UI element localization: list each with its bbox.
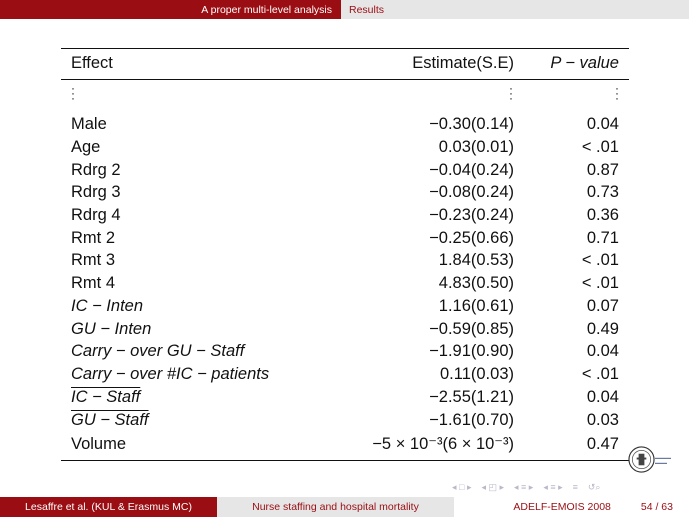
row-pvalue: 0.04 xyxy=(586,115,619,133)
table-ellipsis-row: · · · · · · · · · xyxy=(61,81,629,108)
table-row: Volume −5 × 10⁻³(6 × 10⁻³) 0.47 xyxy=(61,433,629,455)
table-bottom-rule xyxy=(61,460,629,462)
row-pvalue: 0.03 xyxy=(586,411,619,429)
row-effect: Rmt 3 xyxy=(71,251,116,269)
row-effect: IC − Inten xyxy=(71,297,144,315)
table-header-row: Effect Estimate(S.E) P − value xyxy=(61,52,629,74)
row-pvalue: 0.87 xyxy=(586,161,619,179)
row-effect: Rdrg 2 xyxy=(71,161,121,179)
row-pvalue: < .01 xyxy=(581,138,619,156)
nav-prev-section-icon[interactable]: ◂ ≡ ▸ xyxy=(514,481,534,492)
row-effect: Male xyxy=(71,115,107,133)
footer-bar: Lesaffre et al. (KUL & Erasmus MC) Nurse… xyxy=(0,497,689,517)
university-seal-logo xyxy=(628,446,655,473)
row-effect: Rmt 2 xyxy=(71,229,116,247)
header-effect: Effect xyxy=(71,54,113,72)
table-row: Rdrg 3 −0.08(0.24) 0.73 xyxy=(61,181,629,203)
table-row: Rmt 2 −0.25(0.66) 0.71 xyxy=(61,227,629,249)
row-pvalue: 0.47 xyxy=(586,435,619,453)
row-estimate: −0.30(0.14) xyxy=(429,115,514,133)
table-header-rule xyxy=(61,79,629,80)
nav-next-section-icon[interactable]: ◂ ≡ ▸ xyxy=(543,481,563,492)
row-estimate: −0.08(0.24) xyxy=(429,183,514,201)
beamer-nav-symbols[interactable]: ◂ □ ▸ ◂ ◰ ▸ ◂ ≡ ▸ ◂ ≡ ▸ ≡ ↺⌕ xyxy=(452,481,600,493)
row-estimate: −0.25(0.66) xyxy=(429,229,514,247)
table-row: GU − Staff −1.61(0.70) 0.03 xyxy=(61,409,629,431)
footer-event-text: ADELF-EMOIS 2008 xyxy=(513,501,611,513)
table-row: Rdrg 4 −0.23(0.24) 0.36 xyxy=(61,204,629,226)
row-pvalue: 0.04 xyxy=(586,342,619,360)
footer-event: ADELF-EMOIS 2008 54 / 63 xyxy=(454,497,689,517)
row-estimate: 0.11(0.03) xyxy=(440,365,514,383)
row-effect: IC − Staff xyxy=(71,388,141,406)
row-effect: Age xyxy=(71,138,101,156)
row-effect: Volume xyxy=(71,435,127,453)
row-pvalue: 0.04 xyxy=(586,388,619,406)
table-row: Carry − over GU − Staff −1.91(0.90) 0.04 xyxy=(61,340,629,362)
table-top-rule xyxy=(61,48,629,50)
nav-active-section[interactable]: A proper multi-level analysis xyxy=(201,3,332,16)
nav-prev-frame-icon[interactable]: ◂ □ ▸ xyxy=(452,481,472,492)
table-row: Rmt 4 4.83(0.50) < .01 xyxy=(61,272,629,294)
header-pvalue: P − value xyxy=(550,54,619,72)
ellipsis-effect: · · · xyxy=(71,81,75,105)
row-estimate: 1.16(0.61) xyxy=(438,297,514,315)
row-pvalue: 0.73 xyxy=(586,183,619,201)
row-estimate: −1.61(0.70) xyxy=(429,411,514,429)
table-row: Male −0.30(0.14) 0.04 xyxy=(61,113,629,135)
row-effect: Carry − over #IC − patients xyxy=(71,365,270,383)
table-row: Rdrg 2 −0.04(0.24) 0.87 xyxy=(61,159,629,181)
row-estimate: 4.83(0.50) xyxy=(438,274,514,292)
row-effect: Carry − over GU − Staff xyxy=(71,342,245,360)
row-estimate: 0.03(0.01) xyxy=(438,138,514,156)
row-pvalue: < .01 xyxy=(581,365,619,383)
row-pvalue: < .01 xyxy=(581,274,619,292)
table-row: GU − Inten −0.59(0.85) 0.49 xyxy=(61,318,629,340)
header-estimate: Estimate(S.E) xyxy=(412,54,514,72)
footer-page-number: 54 / 63 xyxy=(640,501,673,513)
section-nav-bar: A proper multi-level analysis Results xyxy=(0,0,689,19)
row-pvalue: 0.07 xyxy=(586,297,619,315)
nav-section-tab[interactable]: A proper multi-level analysis xyxy=(0,0,341,19)
nav-align-icon[interactable]: ≡ xyxy=(572,482,578,492)
seal-caption: ▬▬▬▬ ▬▬▬ xyxy=(655,455,671,465)
ellipsis-estimate: · · · xyxy=(509,81,513,105)
row-estimate: −1.91(0.90) xyxy=(429,342,514,360)
row-estimate: 1.84(0.53) xyxy=(438,251,514,269)
row-estimate: −0.23(0.24) xyxy=(429,206,514,224)
table-row: IC − Inten 1.16(0.61) 0.07 xyxy=(61,295,629,317)
table-row: Age 0.03(0.01) < .01 xyxy=(61,136,629,158)
nav-current-subsection[interactable]: Results xyxy=(349,3,385,16)
nav-subsection-tab[interactable]: Results xyxy=(341,0,689,19)
row-pvalue: 0.71 xyxy=(586,229,619,247)
footer-title: Nurse staffing and hospital mortality xyxy=(217,497,454,517)
row-effect: Rdrg 4 xyxy=(71,206,121,224)
footer-authors-text: Lesaffre et al. (KUL & Erasmus MC) xyxy=(25,501,192,513)
row-effect: Rdrg 3 xyxy=(71,183,121,201)
row-pvalue: 0.36 xyxy=(586,206,619,224)
nav-search-icon[interactable]: ↺⌕ xyxy=(587,481,601,492)
table-row: Rmt 3 1.84(0.53) < .01 xyxy=(61,249,629,271)
row-estimate: −0.59(0.85) xyxy=(429,320,514,338)
row-estimate: −2.55(1.21) xyxy=(429,388,514,406)
table-row: IC − Staff −2.55(1.21) 0.04 xyxy=(61,386,629,408)
row-pvalue: 0.49 xyxy=(586,320,619,338)
row-estimate: −0.04(0.24) xyxy=(429,161,514,179)
footer-title-text: Nurse staffing and hospital mortality xyxy=(252,501,419,513)
ellipsis-pvalue: · · · xyxy=(615,81,619,105)
table-row: Carry − over #IC − patients 0.11(0.03) <… xyxy=(61,363,629,385)
row-effect: Rmt 4 xyxy=(71,274,116,292)
row-estimate: −5 × 10⁻³(6 × 10⁻³) xyxy=(372,435,514,453)
row-effect: GU − Staff xyxy=(71,411,149,429)
row-pvalue: < .01 xyxy=(581,251,619,269)
row-effect: GU − Inten xyxy=(71,320,152,338)
nav-prev-subsection-icon[interactable]: ◂ ◰ ▸ xyxy=(481,481,505,492)
footer-authors: Lesaffre et al. (KUL & Erasmus MC) xyxy=(0,497,217,517)
